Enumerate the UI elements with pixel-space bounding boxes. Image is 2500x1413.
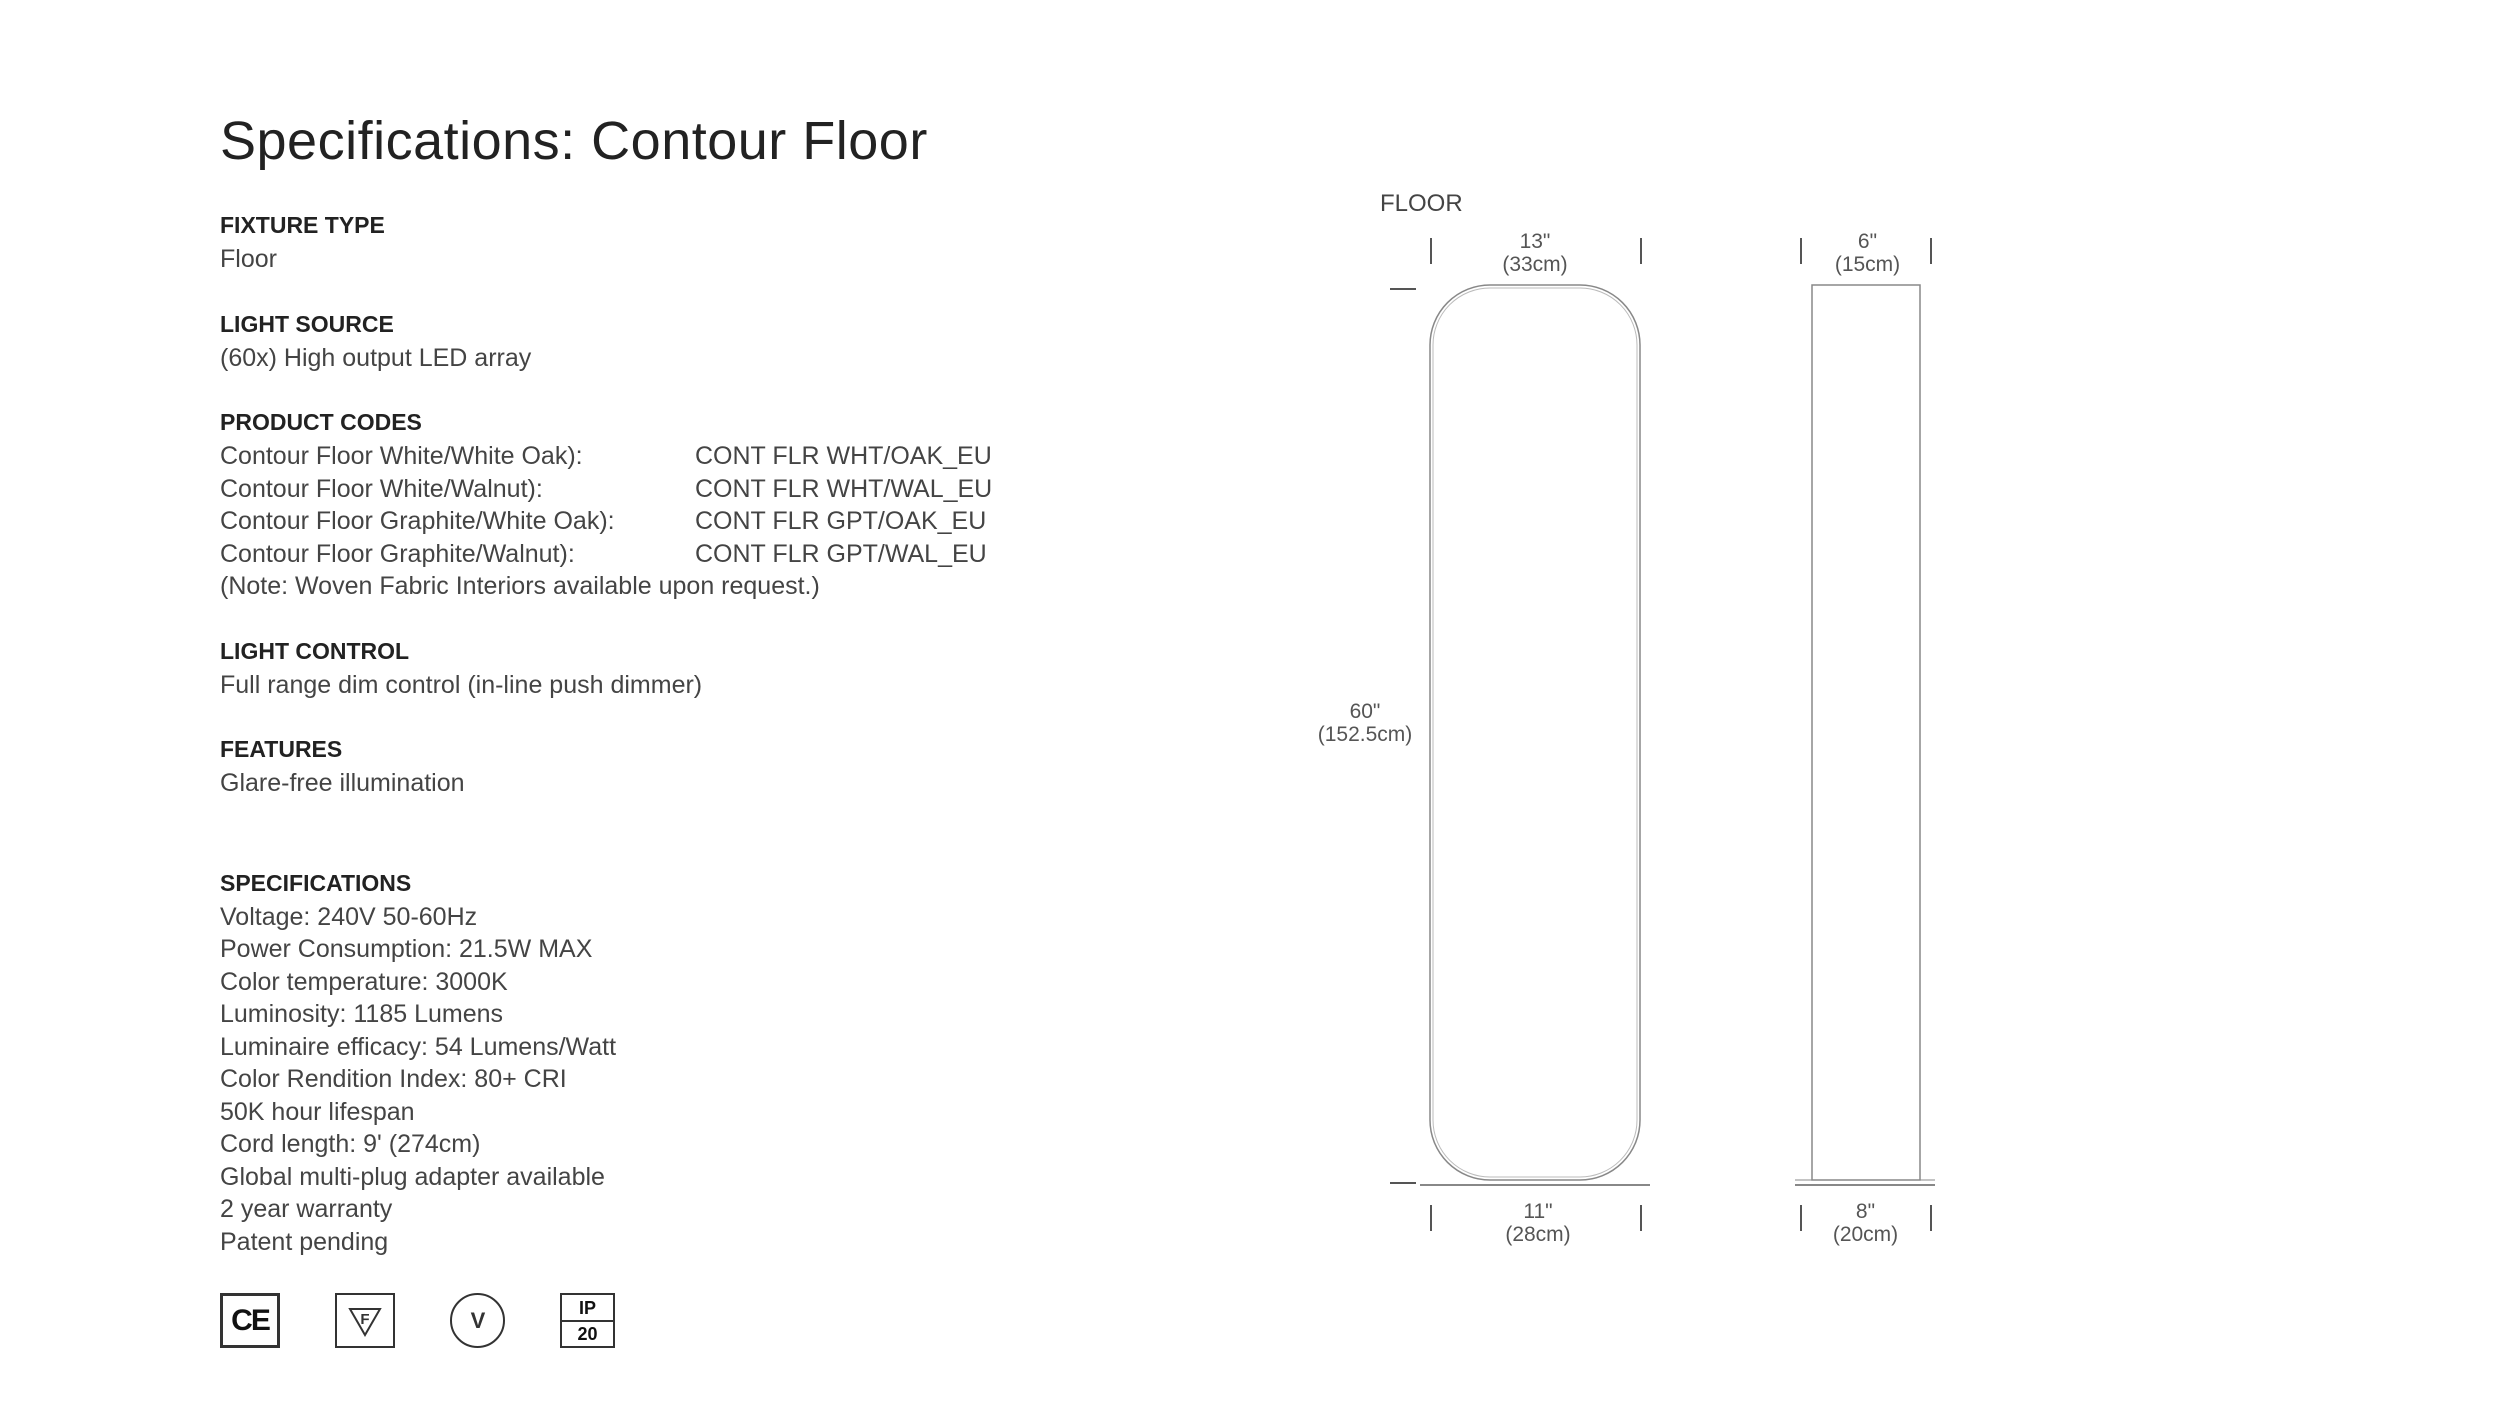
- features-section: FEATURES Glare-free illumination: [220, 736, 1220, 800]
- spec-line: Patent pending: [220, 1226, 1220, 1259]
- product-code-name: Contour Floor White/White Oak):: [220, 440, 695, 473]
- dim-tick: [1390, 1182, 1416, 1184]
- diagram-column: FLOOR 13" (33cm) 11" (28cm) 60" (152.: [1220, 110, 2280, 1303]
- ce-mark-icon: CE: [220, 1293, 280, 1348]
- front-outline: [1430, 285, 1640, 1180]
- side-bot-dim: 8" (20cm): [1828, 1200, 1903, 1246]
- dim-tick: [1390, 288, 1416, 290]
- light-source-section: LIGHT SOURCE (60x) High output LED array: [220, 311, 1220, 375]
- specifications-label: SPECIFICATIONS: [220, 870, 1220, 897]
- front-top-dim: 13" (33cm): [1495, 230, 1575, 276]
- dim-tick: [1800, 238, 1802, 264]
- f-mark-icon: F: [335, 1293, 395, 1348]
- product-codes-section: PRODUCT CODES Contour Floor White/White …: [220, 409, 1220, 603]
- product-code-name: Contour Floor Graphite/White Oak):: [220, 505, 695, 538]
- ip-top: IP: [562, 1299, 613, 1322]
- front-bot-dim: 11" (28cm): [1498, 1200, 1578, 1246]
- dim-tick: [1640, 1205, 1642, 1231]
- spec-line: Global multi-plug adapter available: [220, 1161, 1220, 1194]
- light-source-label: LIGHT SOURCE: [220, 311, 1220, 338]
- dim-cm: (20cm): [1833, 1223, 1898, 1246]
- light-control-section: LIGHT CONTROL Full range dim control (in…: [220, 638, 1220, 702]
- height-dim: 60" (152.5cm): [1315, 700, 1415, 746]
- dimensions-diagram: FLOOR 13" (33cm) 11" (28cm) 60" (152.: [1320, 190, 2020, 1290]
- dim-cm: (152.5cm): [1318, 723, 1413, 746]
- product-code-row: Contour Floor White/White Oak): CONT FLR…: [220, 440, 1220, 473]
- product-code-code: CONT FLR GPT/OAK_EU: [695, 505, 1220, 538]
- light-control-label: LIGHT CONTROL: [220, 638, 1220, 665]
- dim-in: 8": [1856, 1200, 1875, 1223]
- dim-tick: [1430, 238, 1432, 264]
- product-code-row: Contour Floor White/Walnut): CONT FLR WH…: [220, 473, 1220, 506]
- front-outline-inner: [1433, 288, 1637, 1177]
- features-label: FEATURES: [220, 736, 1220, 763]
- page-title: Specifications: Contour Floor: [220, 110, 1220, 172]
- spec-line: Power Consumption: 21.5W MAX: [220, 933, 1220, 966]
- certifications-row: CE F V IP 20: [220, 1293, 1220, 1348]
- ip-bottom: 20: [562, 1322, 613, 1343]
- product-code-code: CONT FLR WHT/OAK_EU: [695, 440, 1220, 473]
- product-codes-note: (Note: Woven Fabric Interiors available …: [220, 570, 1220, 603]
- spec-line: Cord length: 9' (274cm): [220, 1128, 1220, 1161]
- ip-rating-icon: IP 20: [560, 1293, 615, 1348]
- product-code-name: Contour Floor White/Walnut):: [220, 473, 695, 506]
- product-code-name: Contour Floor Graphite/Walnut):: [220, 538, 695, 571]
- product-code-row: Contour Floor Graphite/Walnut): CONT FLR…: [220, 538, 1220, 571]
- spec-line: Luminaire efficacy: 54 Lumens/Watt: [220, 1031, 1220, 1064]
- dim-tick: [1640, 238, 1642, 264]
- dim-tick: [1430, 1205, 1432, 1231]
- spec-text-column: Specifications: Contour Floor FIXTURE TY…: [220, 110, 1220, 1303]
- product-codes-label: PRODUCT CODES: [220, 409, 1220, 436]
- fixture-type-label: FIXTURE TYPE: [220, 212, 1220, 239]
- side-outline: [1812, 285, 1920, 1180]
- f-mark-letter: F: [360, 1311, 369, 1328]
- product-code-row: Contour Floor Graphite/White Oak): CONT …: [220, 505, 1220, 538]
- fixture-type-value: Floor: [220, 243, 1220, 276]
- v-mark-letter: V: [470, 1308, 485, 1333]
- product-code-code: CONT FLR WHT/WAL_EU: [695, 473, 1220, 506]
- dim-in: 60": [1350, 700, 1381, 723]
- dim-in: 13": [1520, 230, 1551, 253]
- spec-line: 2 year warranty: [220, 1193, 1220, 1226]
- product-code-code: CONT FLR GPT/WAL_EU: [695, 538, 1220, 571]
- spec-line: Luminosity: 1185 Lumens: [220, 998, 1220, 1031]
- light-control-value: Full range dim control (in-line push dim…: [220, 669, 1220, 702]
- specifications-section: SPECIFICATIONS Voltage: 240V 50-60Hz Pow…: [220, 870, 1220, 1259]
- dim-tick: [1930, 1205, 1932, 1231]
- dim-cm: (15cm): [1835, 253, 1900, 276]
- dim-cm: (33cm): [1502, 253, 1567, 276]
- spec-line: Voltage: 240V 50-60Hz: [220, 901, 1220, 934]
- spec-line: 50K hour lifespan: [220, 1096, 1220, 1129]
- dim-in: 11": [1523, 1200, 1552, 1223]
- spec-line: Color Rendition Index: 80+ CRI: [220, 1063, 1220, 1096]
- fixture-type-section: FIXTURE TYPE Floor: [220, 212, 1220, 276]
- light-source-value: (60x) High output LED array: [220, 342, 1220, 375]
- side-top-dim: 6" (15cm): [1830, 230, 1905, 276]
- dim-cm: (28cm): [1505, 1223, 1570, 1246]
- dim-tick: [1800, 1205, 1802, 1231]
- v-mark-icon: V: [450, 1293, 505, 1348]
- dim-tick: [1930, 238, 1932, 264]
- features-value: Glare-free illumination: [220, 767, 1220, 800]
- diagram-svg: [1320, 190, 2020, 1290]
- dim-in: 6": [1858, 230, 1877, 253]
- spec-line: Color temperature: 3000K: [220, 966, 1220, 999]
